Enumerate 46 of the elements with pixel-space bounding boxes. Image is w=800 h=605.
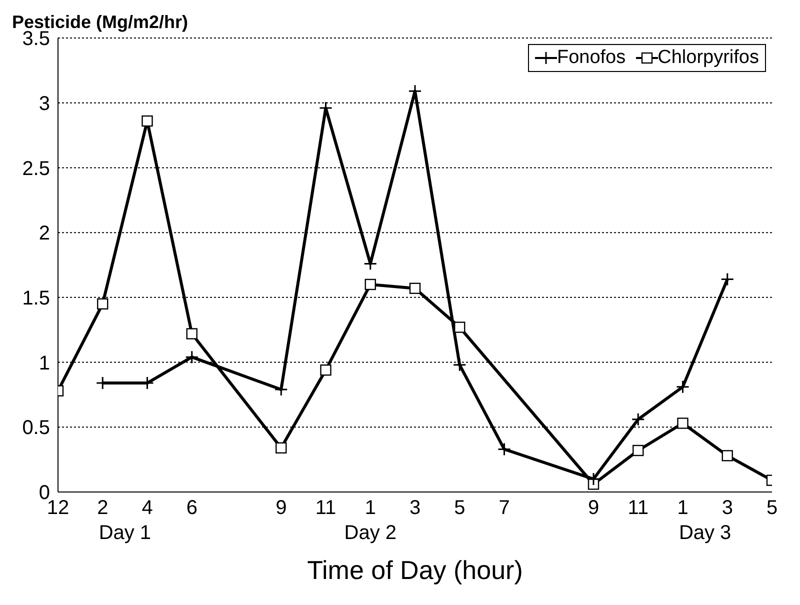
x-tick-label: 2 (97, 497, 108, 520)
y-tick-label: 2.5 (22, 158, 50, 180)
point (97, 298, 108, 310)
point (452, 358, 466, 372)
point (364, 256, 378, 270)
text: Day 1 (98, 522, 152, 545)
x-tick-label: 6 (186, 497, 198, 520)
x-axis-title: Time of Day (hour) (307, 555, 523, 585)
point (185, 350, 199, 364)
point (632, 444, 644, 456)
x-tick-label: 3 (409, 497, 421, 520)
point (409, 282, 421, 294)
x-tick-label: 1 (364, 497, 376, 520)
legend-label: Fonofos (556, 47, 626, 69)
x-tick-label: 5 (454, 497, 466, 520)
point (498, 442, 511, 456)
x-tick-label: 9 (276, 497, 287, 520)
y-tick-label: 0.5 (22, 417, 50, 440)
point (720, 272, 734, 286)
point (276, 442, 287, 454)
x-tick-label: 11 (315, 497, 336, 520)
text: Day 3 (678, 522, 732, 545)
point (142, 115, 153, 127)
point (454, 322, 466, 333)
text: Day 2 (344, 522, 396, 545)
x-tick-label: 3 (722, 497, 733, 520)
y-tick-label: 3 (38, 92, 50, 115)
point (320, 364, 332, 376)
x-tick-label: 4 (142, 497, 153, 520)
point (586, 472, 600, 486)
point (364, 278, 376, 290)
point (722, 450, 733, 462)
x-tick-label: 9 (588, 497, 600, 520)
y-tick-label: 1 (38, 352, 50, 374)
y-tick-label: 2 (38, 222, 50, 245)
x-tick-label: 5 (766, 497, 778, 520)
x-tick-label: 1 (677, 497, 688, 520)
point (677, 418, 688, 429)
x-tick-label: 7 (498, 497, 510, 520)
legend-label: Chlorpyrifos (656, 47, 759, 69)
point (186, 328, 198, 340)
point (631, 412, 645, 426)
point (676, 380, 690, 394)
x-tick-label: 11 (628, 497, 649, 520)
point (274, 382, 288, 396)
y-tick-label: 1.5 (22, 288, 50, 310)
